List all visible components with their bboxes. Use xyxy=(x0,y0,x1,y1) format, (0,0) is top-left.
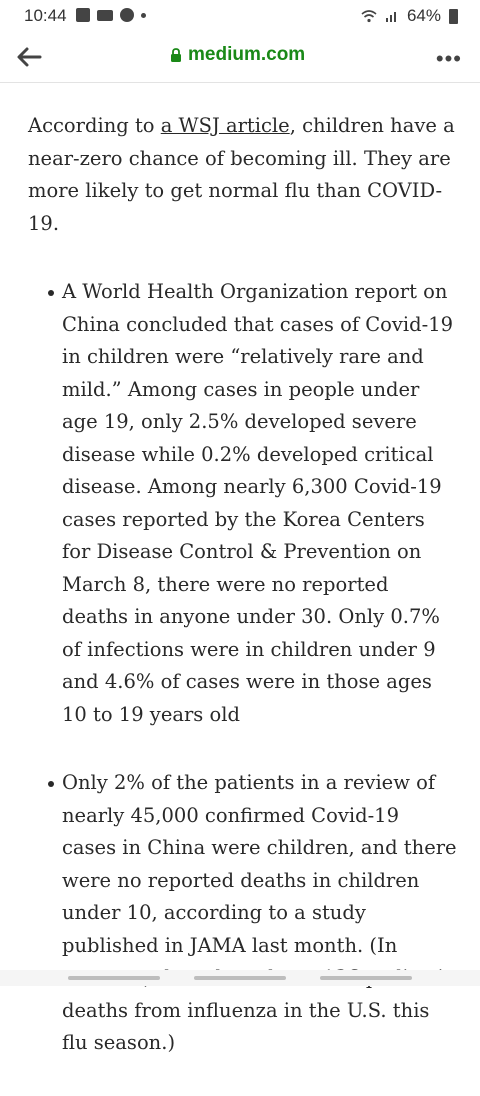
intro-text-start: According to xyxy=(28,114,161,137)
intro-paragraph: According to a WSJ article, children hav… xyxy=(28,110,458,240)
list-item: Only 2% of the patients in a review of n… xyxy=(28,767,458,1060)
messenger-icon xyxy=(120,8,134,22)
dot-icon xyxy=(141,12,146,18)
intro-text-end: , children have a near-zero chance of be… xyxy=(28,114,455,235)
browser-address-bar: medium.com ••• xyxy=(0,32,480,83)
back-gesture-pill[interactable] xyxy=(320,976,412,980)
status-bar: 10:44 64% xyxy=(0,0,480,32)
back-arrow-icon[interactable] xyxy=(14,44,44,70)
more-options-icon[interactable]: ••• xyxy=(435,46,462,71)
article-body: According to a WSJ article, children hav… xyxy=(28,110,458,1096)
video-icon xyxy=(97,9,113,21)
battery-icon xyxy=(449,8,458,24)
wsj-article-link[interactable]: a WSJ article xyxy=(160,114,290,137)
wifi-icon xyxy=(361,10,377,23)
status-time: 10:44 xyxy=(24,6,67,25)
image-icon xyxy=(76,8,90,22)
list-item: A World Health Organization report on Ch… xyxy=(28,276,458,731)
gesture-navigation-bar xyxy=(0,970,480,986)
battery-percentage: 64% xyxy=(406,6,441,25)
signal-icon xyxy=(385,12,396,22)
url-field[interactable]: medium.com xyxy=(170,44,305,66)
lock-icon xyxy=(171,48,181,62)
recents-gesture-pill[interactable] xyxy=(68,976,160,980)
url-text: medium.com xyxy=(188,44,306,65)
notification-icons xyxy=(76,8,146,22)
bullet-list: A World Health Organization report on Ch… xyxy=(28,276,458,1060)
home-gesture-pill[interactable] xyxy=(194,976,286,980)
status-right: 64% xyxy=(361,6,458,26)
